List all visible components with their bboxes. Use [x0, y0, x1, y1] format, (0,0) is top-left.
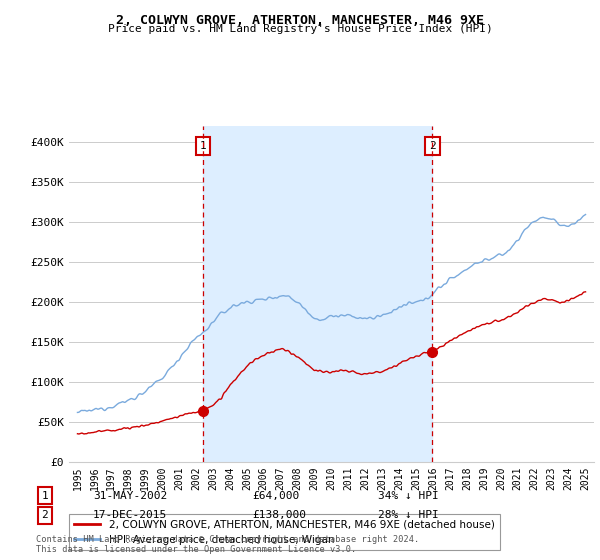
Text: 31-MAY-2002: 31-MAY-2002 — [93, 491, 167, 501]
Text: 2: 2 — [41, 510, 49, 520]
Text: Contains HM Land Registry data © Crown copyright and database right 2024.
This d: Contains HM Land Registry data © Crown c… — [36, 535, 419, 554]
Text: Price paid vs. HM Land Registry's House Price Index (HPI): Price paid vs. HM Land Registry's House … — [107, 24, 493, 34]
Text: £64,000: £64,000 — [252, 491, 299, 501]
Text: 2, COLWYN GROVE, ATHERTON, MANCHESTER, M46 9XE: 2, COLWYN GROVE, ATHERTON, MANCHESTER, M… — [116, 14, 484, 27]
Legend: 2, COLWYN GROVE, ATHERTON, MANCHESTER, M46 9XE (detached house), HPI: Average pr: 2, COLWYN GROVE, ATHERTON, MANCHESTER, M… — [69, 514, 500, 550]
Text: 28% ↓ HPI: 28% ↓ HPI — [378, 510, 439, 520]
Text: 34% ↓ HPI: 34% ↓ HPI — [378, 491, 439, 501]
Text: 2: 2 — [429, 141, 436, 151]
Bar — [203, 126, 433, 462]
Text: 17-DEC-2015: 17-DEC-2015 — [93, 510, 167, 520]
Text: £138,000: £138,000 — [252, 510, 306, 520]
Text: 1: 1 — [41, 491, 49, 501]
Text: 1: 1 — [200, 141, 206, 151]
